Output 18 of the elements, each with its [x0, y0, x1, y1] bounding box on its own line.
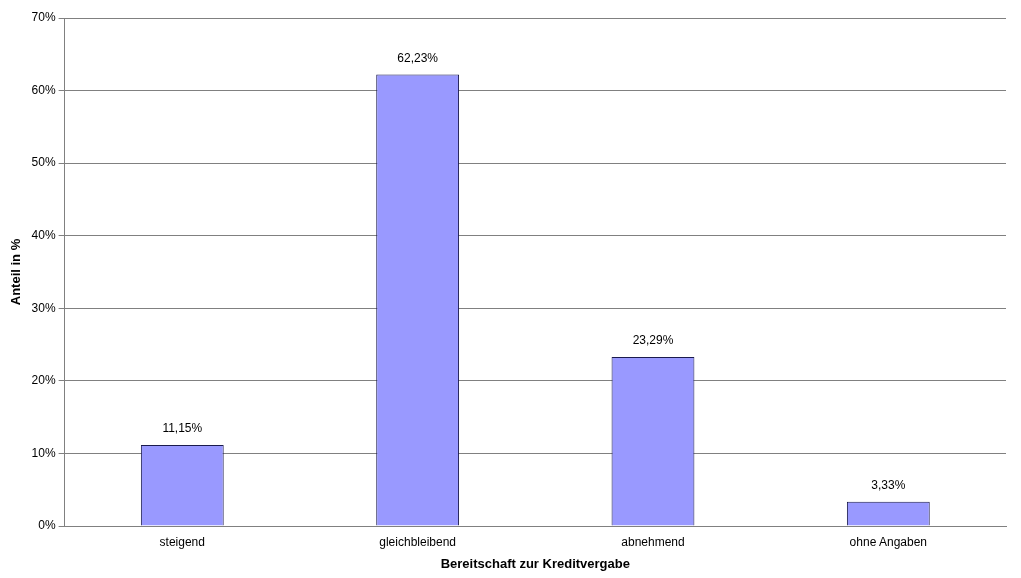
data-label: 23,29% — [632, 333, 674, 348]
x-axis-title: Bereitschaft zur Kreditvergabe — [440, 555, 630, 571]
data-label: 11,15% — [162, 421, 203, 436]
data-label: 62,23% — [397, 50, 439, 65]
data-label: 3,33% — [871, 478, 906, 493]
x-tick-label: ohne Angaben — [849, 534, 928, 549]
y-tick-label: 60% — [31, 82, 56, 97]
y-tick-label: 20% — [31, 373, 56, 388]
y-tick-label: 30% — [31, 300, 56, 315]
x-tick-label: steigend — [159, 534, 205, 549]
y-tick-label: 70% — [31, 10, 56, 25]
x-tick-label: abnehmend — [621, 534, 685, 549]
y-axis-title: Anteil in % — [8, 238, 24, 306]
y-tick-label: 10% — [31, 445, 56, 460]
y-tick-label: 50% — [31, 155, 56, 170]
x-tick-label: gleichbleibend — [379, 534, 456, 549]
y-tick-label: 40% — [31, 228, 56, 243]
y-tick-label: 0% — [38, 518, 56, 533]
